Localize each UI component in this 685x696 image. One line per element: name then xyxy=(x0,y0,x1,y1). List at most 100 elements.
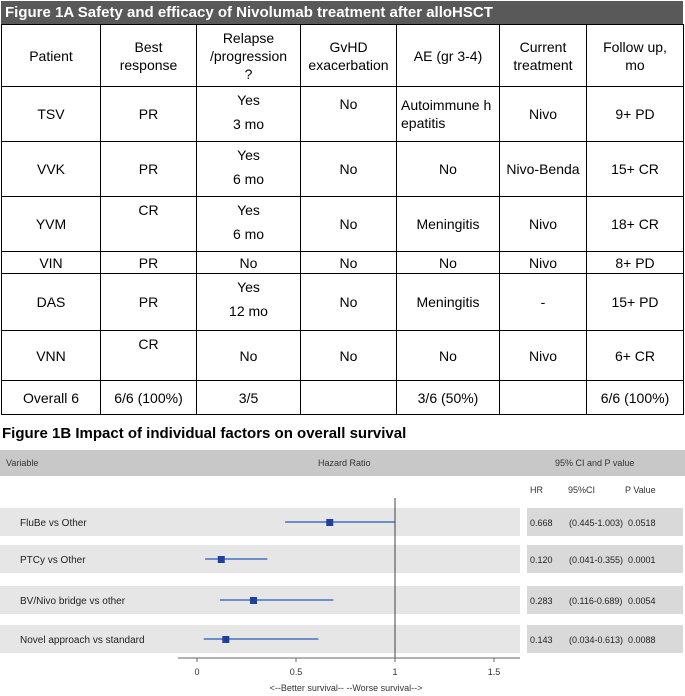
cell-gvhd: No xyxy=(300,251,397,274)
cell-gvhd: No xyxy=(300,330,397,381)
value-cell xyxy=(527,545,683,573)
cell-follow-up: 18+ CR xyxy=(586,196,684,252)
hr-marker xyxy=(222,636,230,643)
relapse-month: 6 mo xyxy=(232,171,265,187)
column-p: P Value xyxy=(625,485,656,495)
table-row: YVM CR Yes 6 mo No Meningitis Nivo 18+ C… xyxy=(1,196,684,252)
cell-relapse: No xyxy=(196,251,301,274)
row-p-value: 0.0001 xyxy=(628,555,656,565)
relapse-month: 12 mo xyxy=(229,303,268,319)
cell-current-treatment: - xyxy=(499,273,587,331)
cell-ae: No xyxy=(396,141,500,197)
row-label: Novel approach vs standard xyxy=(20,635,145,646)
relapse-month: 6 mo xyxy=(232,226,265,242)
hr-marker xyxy=(217,556,225,563)
hr-marker xyxy=(326,519,334,526)
relapse-month: 3 mo xyxy=(232,116,265,132)
row-label: BV/Nivo bridge vs other xyxy=(20,596,126,607)
row-hr-value: 0.668 xyxy=(530,518,553,528)
cell-ae: Meningitis xyxy=(396,196,500,252)
cell-follow-up: 6/6 (100%) xyxy=(586,380,684,415)
safety-efficacy-table: Patient Best response Relapse /progressi… xyxy=(1,24,684,415)
table-row: TSV PR Yes 3 mo No Autoimmune hepatitis … xyxy=(1,86,684,142)
table-row: VVK PR Yes 6 mo No No Nivo-Benda 15+ CR xyxy=(1,141,684,197)
row-band xyxy=(0,508,520,536)
value-cell xyxy=(527,625,683,653)
table-header-row: Patient Best response Relapse /progressi… xyxy=(1,24,684,87)
cell-best-response: CR xyxy=(100,196,197,252)
hr-marker xyxy=(250,597,258,604)
cell-patient: YVM xyxy=(1,196,101,252)
column-ci: 95%CI xyxy=(568,485,595,495)
figure-1b-title: Figure 1B Impact of individual factors o… xyxy=(2,425,407,442)
table-row: VIN PR No No No Nivo 8+ PD xyxy=(1,251,684,274)
cell-relapse: Yes 3 mo xyxy=(196,86,301,142)
row-label: PTCy vs Other xyxy=(20,555,86,566)
row-p-value: 0.0054 xyxy=(628,596,656,606)
cell-follow-up: 15+ PD xyxy=(586,273,684,331)
cell-gvhd: No xyxy=(300,141,397,197)
cell-best-response: 6/6 (100%) xyxy=(100,380,197,415)
relapse-value: Yes xyxy=(237,147,260,163)
figure-1a-title: Figure 1A Safety and efficacy of Nivolum… xyxy=(1,1,683,24)
relapse-value: Yes xyxy=(237,279,260,295)
cell-follow-up: 15+ CR xyxy=(586,141,684,197)
header-follow-up: Follow up, mo xyxy=(586,24,684,87)
header-patient: Patient xyxy=(1,24,101,87)
cell-gvhd: No xyxy=(300,86,397,142)
cell-best-response: PR xyxy=(100,86,197,142)
table-row: VNN CR No No No Nivo 6+ CR xyxy=(1,330,684,381)
cell-ae: No xyxy=(396,251,500,274)
cell-gvhd xyxy=(300,380,397,415)
cell-relapse: Yes 6 mo xyxy=(196,196,301,252)
cell-ae: 3/6 (50%) xyxy=(396,380,500,415)
cell-patient: VNN xyxy=(1,330,101,381)
cell-patient: TSV xyxy=(1,86,101,142)
header-best-response: Best response xyxy=(100,24,197,87)
cell-current-treatment: Nivo xyxy=(499,86,587,142)
header-gvhd: GvHD exacerbation xyxy=(300,24,397,87)
row-hr-value: 0.120 xyxy=(530,555,553,565)
row-ci-value: (0.034-0.613) xyxy=(569,635,623,645)
cell-gvhd: No xyxy=(300,196,397,252)
header-ae: AE (gr 3-4) xyxy=(396,24,500,87)
row-hr-value: 0.143 xyxy=(530,635,553,645)
x-tick-label: 0 xyxy=(194,667,199,677)
x-axis-caption: <--Better survival-- --Worse survival--> xyxy=(270,683,423,693)
value-cell xyxy=(527,586,683,614)
relapse-value: Yes xyxy=(237,92,260,108)
column-hr: HR xyxy=(530,485,543,495)
row-p-value: 0.0088 xyxy=(628,635,656,645)
header-current-treatment: Current treatment xyxy=(499,24,587,87)
cell-gvhd: No xyxy=(300,273,397,331)
row-ci-value: (0.445-1.003) xyxy=(569,518,623,528)
cell-relapse: No xyxy=(196,330,301,381)
row-label: FluBe vs Other xyxy=(20,518,87,529)
header-ci-p: 95% CI and P value xyxy=(555,458,634,468)
row-ci-value: (0.041-0.355) xyxy=(569,555,623,565)
cell-current-treatment: Nivo xyxy=(499,251,587,274)
forest-plot: Variable Hazard Ratio 95% CI and P value HR… xyxy=(0,450,685,693)
row-p-value: 0.0518 xyxy=(628,518,656,528)
header-band xyxy=(0,450,685,476)
value-cell xyxy=(527,508,683,536)
table-overall-row: Overall 6 6/6 (100%) 3/5 3/6 (50%) 6/6 (… xyxy=(1,380,684,415)
cell-patient: Overall 6 xyxy=(1,380,101,415)
row-hr-value: 0.283 xyxy=(530,596,553,606)
cell-relapse: 3/5 xyxy=(196,380,301,415)
header-relapse: Relapse /progression ? xyxy=(196,24,301,87)
ae-value: Autoimmune hepatitis xyxy=(401,97,492,131)
row-ci-value: (0.116-0.689) xyxy=(569,596,622,606)
cell-best-response: PR xyxy=(100,273,197,331)
header-variable: Variable xyxy=(6,458,38,468)
cell-current-treatment: Nivo-Benda xyxy=(499,141,587,197)
cell-patient: VIN xyxy=(1,251,101,274)
table-row: DAS PR Yes 12 mo No Meningitis - 15+ PD xyxy=(1,273,684,331)
header-hazard-ratio: Hazard Ratio xyxy=(318,458,371,468)
cell-ae: Autoimmune hepatitis xyxy=(396,86,500,142)
cell-follow-up: 8+ PD xyxy=(586,251,684,274)
cell-patient: DAS xyxy=(1,273,101,331)
cell-relapse: Yes 12 mo xyxy=(196,273,301,331)
cell-current-treatment: Nivo xyxy=(499,330,587,381)
cell-follow-up: 9+ PD xyxy=(586,86,684,142)
